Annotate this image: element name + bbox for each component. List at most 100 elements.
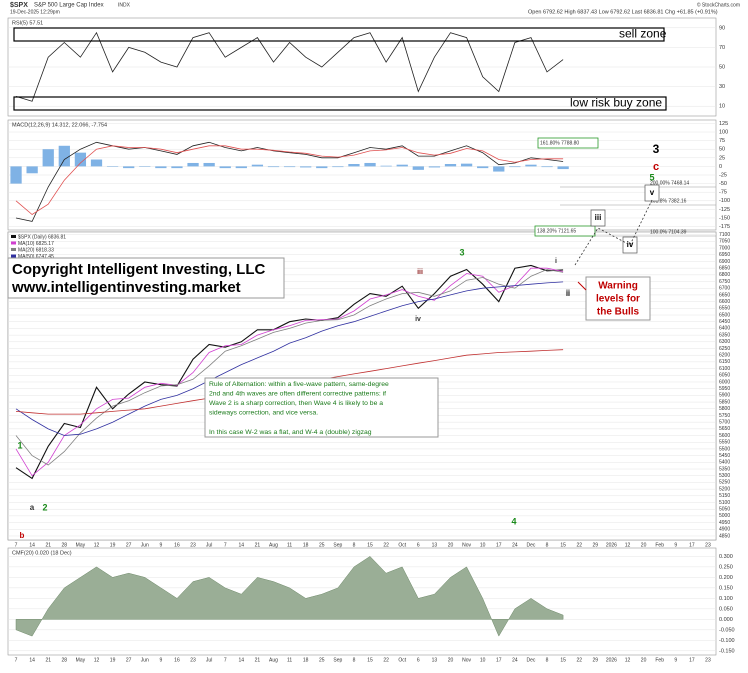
y-tick-label: 10: [719, 104, 725, 110]
y-tick-label: 6350: [719, 332, 730, 338]
histogram-bar: [283, 166, 296, 168]
copyright-text: www.intelligentinvesting.market: [11, 279, 241, 296]
x-tick-label: 8: [353, 657, 356, 663]
x-tick-label: 23: [190, 657, 196, 663]
rule-text: Wave 2 is a sharp correction, then Wave …: [209, 400, 383, 407]
y-tick-label: 5100: [719, 500, 730, 506]
datetime: 19-Dec-2025 12:29pm: [10, 9, 60, 15]
histogram-bar: [171, 166, 183, 169]
series-line: [15, 281, 564, 436]
y-tick-label: 125: [719, 121, 728, 127]
histogram-bar: [300, 166, 312, 168]
x-tick-label: 21: [255, 542, 261, 548]
x-tick-label: 14: [29, 657, 35, 663]
x-tick-label: 9: [159, 542, 162, 548]
histogram-bar: [477, 166, 489, 169]
x-tick-label: Jul: [206, 657, 212, 663]
x-tick-label: 27: [126, 542, 132, 548]
y-tick-label: 5750: [719, 413, 730, 419]
warning-text: levels for: [596, 294, 640, 305]
fib-label: 161.80% 7788.80: [540, 140, 579, 146]
y-tick-label: -50: [719, 181, 727, 187]
y-tick-label: 5350: [719, 466, 730, 472]
zone-box: [13, 27, 665, 42]
x-tick-label: 22: [383, 657, 389, 663]
y-tick-label: 6250: [719, 346, 730, 352]
x-tick-label: Jun: [141, 542, 149, 548]
fib-box: [537, 137, 599, 149]
x-tick-label: 12: [94, 657, 100, 663]
panel-title: RSI(5) 57.51: [12, 20, 43, 26]
y-tick-label: 5250: [719, 480, 730, 486]
histogram-bar: [90, 159, 103, 167]
y-tick-label: 5050: [719, 507, 730, 513]
y-tick-label: -150: [719, 215, 730, 221]
series-line: [15, 141, 564, 222]
rule-text: Rule of Alternation: within a five-wave …: [209, 381, 389, 388]
y-tick-label: 50: [719, 147, 725, 153]
y-tick-label: 6500: [719, 312, 730, 318]
zone-label: low risk buy zone: [570, 96, 662, 110]
x-tick-label: 14: [239, 542, 245, 548]
exchange: INDX: [118, 2, 131, 8]
histogram-bar: [525, 164, 537, 167]
cmf-area: [15, 556, 564, 637]
histogram-bar: [396, 164, 408, 167]
y-tick-label: -25: [719, 172, 727, 178]
panel-title: MACD(12,26,9) 14.312, 22.066, -7.754: [12, 122, 107, 128]
y-tick-label: 75: [719, 138, 725, 144]
zone-box: [13, 96, 667, 111]
fib-label: 100.0% 7104.39: [650, 229, 687, 235]
histogram-bar: [428, 166, 441, 168]
y-tick-label: 5150: [719, 493, 730, 499]
y-tick-label: 6850: [719, 265, 730, 271]
x-tick-label: 21: [45, 542, 51, 548]
x-tick-label: 20: [448, 542, 454, 548]
zone-label: sell zone: [619, 27, 667, 41]
y-tick-label: 6400: [719, 326, 730, 332]
x-tick-label: 9: [159, 657, 162, 663]
x-tick-label: 27: [126, 657, 132, 663]
x-tick-label: 6: [417, 542, 420, 548]
wave-label: 3: [653, 142, 660, 156]
wave-label: v: [650, 188, 655, 197]
warning-box: [585, 276, 651, 321]
histogram-bar: [10, 166, 22, 184]
y-tick-label: 5850: [719, 399, 730, 405]
wave-label: iii: [417, 269, 423, 276]
y-tick-label: 5600: [719, 433, 730, 439]
y-tick-label: 6800: [719, 272, 730, 278]
x-tick-label: 22: [383, 542, 389, 548]
series-line: [15, 31, 564, 102]
x-tick-label: 23: [705, 657, 711, 663]
panel-frame: [7, 547, 717, 656]
quote: Open 6792.62 High 6837.43 Low 6792.62 La…: [528, 9, 718, 15]
x-tick-label: 7: [224, 542, 227, 548]
histogram-bar: [332, 166, 344, 168]
x-tick-label: May: [76, 657, 86, 663]
x-tick-label: 15: [560, 657, 566, 663]
projection-path: [574, 199, 653, 266]
histogram-bar: [251, 164, 264, 167]
x-tick-label: 24: [512, 657, 518, 663]
x-tick-label: 12: [625, 542, 631, 548]
y-tick-label: 6050: [719, 373, 730, 379]
x-tick-label: 7: [15, 657, 18, 663]
y-tick-label: 6600: [719, 299, 730, 305]
fib-label: 200.00% 7468.14: [650, 180, 689, 186]
x-tick-label: 16: [174, 542, 180, 548]
x-tick-label: 10: [480, 657, 486, 663]
y-tick-label: -0.050: [719, 627, 735, 633]
legend-swatch: [11, 235, 16, 238]
legend-entry: MA(20) 6818.33: [18, 247, 54, 253]
x-tick-label: Dec: [527, 657, 536, 663]
y-tick-label: 5200: [719, 486, 730, 492]
histogram-bar: [412, 166, 424, 170]
y-tick-label: 5650: [719, 426, 730, 432]
wave-label: b: [20, 531, 25, 540]
rule-text: sideways correction, and vice versa.: [209, 410, 318, 417]
x-tick-label: 2026: [606, 657, 617, 663]
wave-label: c: [653, 161, 659, 173]
x-tick-label: 15: [367, 657, 373, 663]
